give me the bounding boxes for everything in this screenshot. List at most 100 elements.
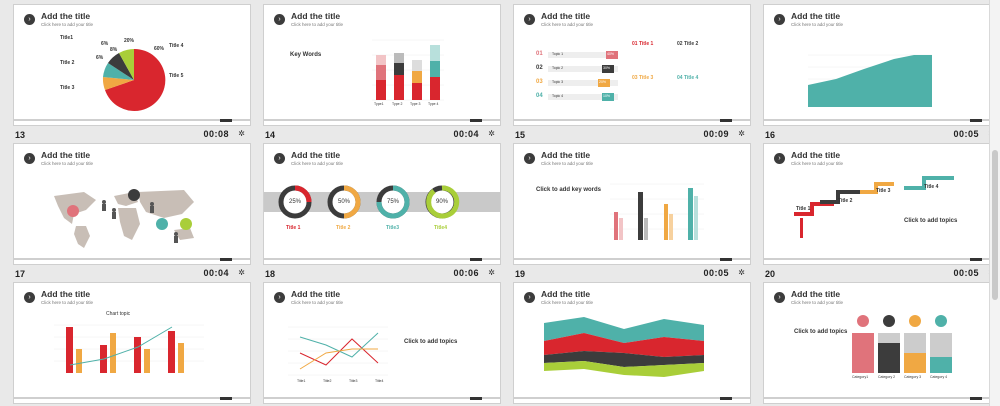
pie-slice-green — [119, 49, 134, 80]
topic-heading: Click to add topics — [794, 329, 848, 335]
step-title-1: Title 1 — [796, 206, 811, 212]
slide-thumbnail[interactable]: › Add the title Click here to add your t… — [13, 143, 251, 265]
type-label-3: Type 3 — [410, 102, 421, 106]
slide-subtitle: Click here to add your title — [291, 161, 344, 166]
topic-bars — [548, 51, 618, 101]
row-num-4: 04 — [536, 93, 543, 99]
slide-duration: 00:05 — [953, 268, 979, 278]
slide-thumbnail[interactable]: › Add the title Click here to add your t… — [263, 143, 501, 265]
slide-thumbnail[interactable]: › Add the title Click here to add your t… — [263, 4, 501, 126]
pie-pct-3: 20% — [124, 38, 135, 44]
topic-label-4: Topic 4 — [552, 94, 564, 98]
topic-pct-2: 30% — [603, 66, 611, 70]
slide-title: Add the title — [541, 289, 591, 299]
vertical-scrollbar[interactable] — [989, 0, 1000, 406]
pie-label-title4: Title 4 — [169, 43, 184, 49]
arrow-icon: › — [274, 153, 285, 164]
type-label-2: Type 2 — [392, 102, 403, 106]
footer-mark — [970, 258, 982, 261]
slide-subtitle: Click here to add your title — [41, 22, 94, 27]
pie-chart — [102, 48, 166, 111]
slide-title: Add the title — [291, 11, 341, 21]
transition-icon[interactable]: ✲ — [488, 129, 495, 138]
footer-mark — [470, 119, 482, 122]
step-title-2: Title 2 — [838, 198, 853, 204]
slide-thumbnail[interactable]: › Add the title Click here to add your t… — [263, 282, 501, 404]
slide-subtitle: Click here to add your title — [791, 300, 844, 305]
footer-mark — [470, 258, 482, 261]
transition-icon[interactable]: ✲ — [738, 268, 745, 277]
slide-thumbnail[interactable]: › Add the title Click here to add your t… — [13, 4, 251, 126]
slide-thumbnail[interactable]: › Add the title Click here to add your t… — [513, 282, 751, 404]
continent-america-south — [74, 226, 90, 248]
key-words-heading: Click to add key words — [536, 187, 602, 193]
topic-label-2: Topic 2 — [552, 66, 564, 70]
slide-thumbnail[interactable]: › Add the title Click here to add your t… — [513, 4, 751, 126]
slide-thumbnail[interactable]: › Add the title Click here to add your t… — [13, 282, 251, 404]
transition-icon[interactable]: ✲ — [738, 129, 745, 138]
slide-meta: 20 00:05 ✲ — [763, 267, 1000, 283]
slide-meta: 13 00:08 ✲ — [13, 128, 251, 144]
donut-title-4: Title4 — [434, 225, 447, 231]
category-label-3: Title3 — [349, 379, 358, 383]
slide-subtitle: Click here to add your title — [41, 161, 94, 166]
pie-pct-1: 6% — [101, 41, 109, 47]
footer-line — [514, 119, 750, 121]
pie-pct-2: 8% — [110, 47, 118, 53]
slide-meta: 15 00:09 ✲ — [513, 128, 751, 144]
slide-subtitle: Click here to add your title — [541, 161, 594, 166]
slide-number: 13 — [15, 130, 26, 140]
arrow-icon: › — [774, 292, 785, 303]
arrow-icon: › — [524, 153, 535, 164]
slide-meta: 16 00:05 ✲ — [763, 128, 1000, 144]
category-label-2: Title2 — [323, 379, 332, 383]
topic-heading: Click to add topics — [404, 339, 458, 345]
footer-mark — [970, 119, 982, 122]
slide-thumbnail[interactable]: › Add the title Click here to add your t… — [763, 143, 1000, 265]
topic-label-1: Topic 1 — [552, 52, 564, 56]
slide-thumbnail[interactable]: › Add the title Click here to add your t… — [763, 282, 1000, 404]
side-title-4: 04 Title 4 — [677, 75, 699, 81]
transition-icon[interactable]: ✲ — [488, 268, 495, 277]
slide-subtitle: Click here to add your title — [41, 300, 94, 305]
world-map — [54, 189, 194, 248]
footer-mark — [970, 397, 982, 400]
slide-duration: 00:05 — [953, 129, 979, 139]
slide-subtitle: Click here to add your title — [541, 300, 594, 305]
combo-bar-line-chart — [54, 324, 204, 373]
topic-heading: Click to add topics — [904, 218, 958, 224]
slide-thumbnail[interactable]: › Add the title Click here to add your t… — [763, 4, 1000, 126]
chart-topic-heading: Chart topic — [106, 311, 131, 317]
donut-title-3: Title3 — [386, 225, 399, 231]
stacked-bar-chart — [372, 39, 444, 101]
row-num-3: 03 — [536, 79, 543, 85]
footer-line — [264, 119, 500, 121]
pie-label-title5: Title 5 — [169, 73, 184, 79]
footer-mark — [220, 119, 232, 122]
slide-thumbnail[interactable]: › Add the title Click here to add your t… — [513, 143, 751, 265]
slide-number: 18 — [265, 269, 276, 279]
category-label-3: Category 3 — [904, 375, 922, 379]
slide-title: Add the title — [541, 11, 591, 21]
arrow-icon: › — [774, 14, 785, 25]
slide-duration: 00:08 — [203, 129, 229, 139]
donut-pct-4: 90% — [436, 199, 449, 205]
row-num-1: 01 — [536, 51, 543, 57]
percent-bar-chart — [852, 315, 952, 373]
slide-duration: 00:06 — [453, 268, 479, 278]
slide-meta: 17 00:04 ✲ — [13, 267, 251, 283]
pie-label-title2: Title 2 — [60, 60, 75, 66]
footer-mark — [720, 258, 732, 261]
slide-title: Add the title — [541, 150, 591, 160]
transition-icon[interactable]: ✲ — [238, 129, 245, 138]
pie-slice-orange — [102, 77, 134, 90]
slide-meta: 18 00:06 ✲ — [263, 267, 501, 283]
slide-title: Add the title — [41, 150, 91, 160]
slide-number: 20 — [765, 269, 776, 279]
footer-mark — [720, 397, 732, 400]
transition-icon[interactable]: ✲ — [238, 268, 245, 277]
footer-line — [14, 258, 250, 260]
footer-line — [764, 119, 1000, 121]
scrollbar-thumb[interactable] — [992, 150, 998, 300]
